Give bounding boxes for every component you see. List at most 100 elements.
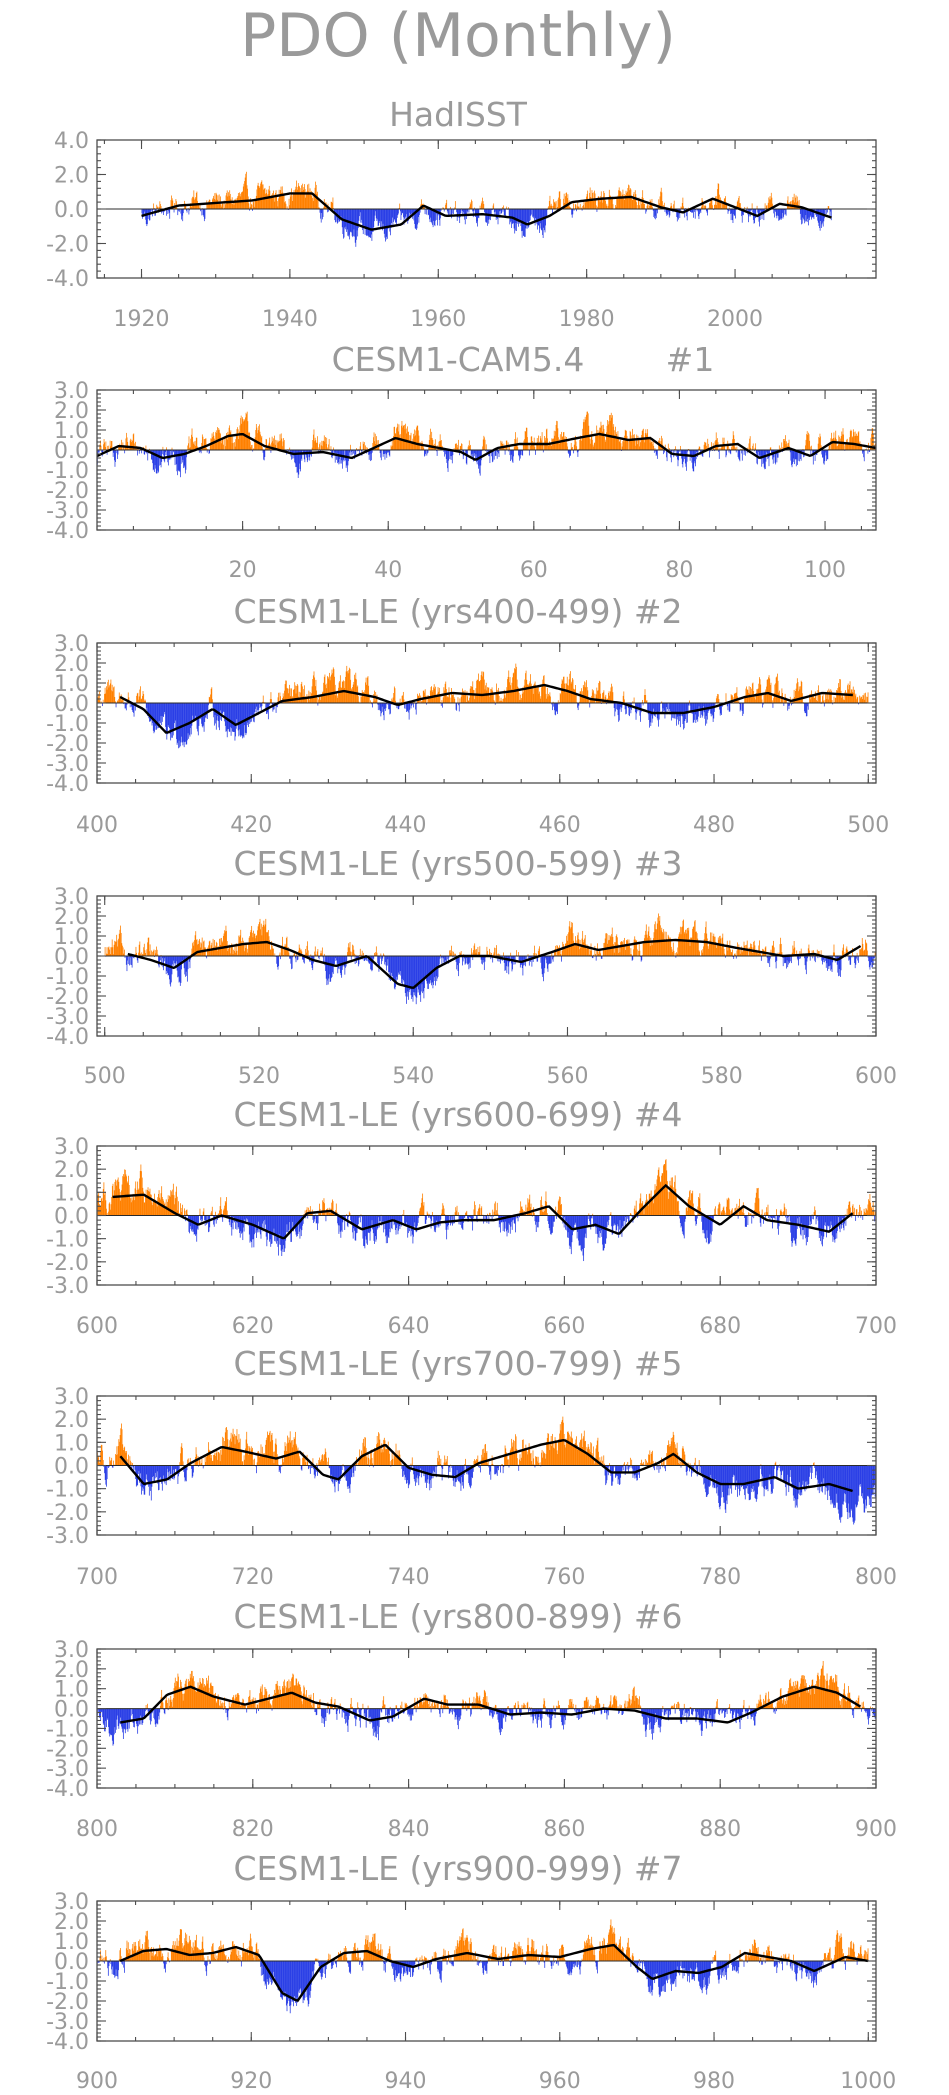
month-bar [394, 956, 396, 990]
month-bar [247, 196, 249, 209]
month-bar [703, 939, 705, 956]
month-bar [590, 943, 592, 956]
month-bar [429, 434, 431, 450]
month-bar [436, 450, 437, 452]
month-bar [645, 924, 647, 956]
month-bar [465, 701, 467, 703]
month-bar [406, 209, 408, 220]
month-bar [863, 450, 865, 458]
month-bar [520, 209, 522, 226]
month-bar [833, 696, 835, 703]
month-bar [473, 945, 475, 956]
month-bar [106, 947, 108, 956]
month-bar [445, 202, 447, 209]
month-bar [732, 209, 734, 224]
month-bar [182, 209, 184, 214]
month-bar [161, 956, 163, 966]
month-bar [717, 438, 718, 450]
month-bar [251, 925, 253, 956]
month-bar [225, 925, 227, 956]
month-bar [419, 693, 420, 703]
month-bar [501, 700, 503, 703]
month-bar [193, 190, 195, 209]
month-bar [136, 693, 138, 703]
month-bar [372, 703, 373, 708]
month-bar [689, 209, 691, 212]
month-bar [612, 197, 613, 209]
month-bar [306, 945, 308, 956]
month-bar [596, 209, 598, 212]
month-bar [308, 956, 310, 958]
month-bar [326, 209, 328, 213]
month-bar [633, 697, 635, 703]
month-bar [529, 956, 531, 958]
month-bar [197, 205, 199, 209]
month-bar [737, 450, 739, 457]
month-bar [296, 450, 298, 473]
month-bar [305, 952, 307, 956]
month-bar [358, 448, 360, 450]
month-bar [732, 431, 734, 450]
month-bar [235, 943, 237, 956]
month-bar [714, 936, 716, 956]
month-bar [567, 446, 568, 450]
month-bar [791, 703, 792, 706]
month-bar [683, 703, 685, 729]
month-bar [365, 445, 366, 450]
month-bar [316, 193, 318, 209]
month-bar [453, 697, 455, 703]
month-bar [154, 950, 156, 956]
month-bar [495, 209, 497, 220]
month-bar [759, 209, 760, 227]
month-bar [449, 950, 451, 956]
month-bar [188, 703, 190, 739]
month-bar [334, 450, 335, 453]
month-bar [387, 703, 389, 705]
month-bar [258, 426, 260, 450]
month-bar [479, 450, 481, 476]
month-bar [556, 206, 558, 209]
month-bar [385, 209, 387, 240]
month-bar [117, 701, 119, 703]
month-bar [599, 427, 601, 450]
month-bar [258, 185, 260, 209]
month-bar [322, 441, 324, 450]
month-bar [340, 450, 342, 456]
month-bar [219, 202, 221, 209]
month-bar [353, 949, 355, 956]
month-bar [691, 703, 693, 711]
month-bar [160, 703, 162, 717]
month-bar [377, 209, 379, 227]
month-bar [316, 442, 318, 450]
month-bar [151, 450, 152, 460]
month-bar [139, 450, 141, 452]
month-bar [538, 209, 540, 226]
month-bar [451, 951, 453, 956]
month-bar [607, 205, 609, 209]
month-bar [498, 209, 500, 216]
month-bar [690, 450, 692, 457]
month-bar [288, 450, 290, 452]
month-bar [190, 206, 192, 209]
month-bar [341, 688, 343, 703]
month-bar [382, 450, 384, 457]
month-bar [618, 438, 619, 450]
month-bar [553, 202, 555, 209]
month-bar [592, 692, 594, 703]
month-bar [754, 450, 755, 452]
month-bar [800, 680, 802, 703]
month-bar [447, 956, 449, 960]
month-bar [462, 956, 464, 962]
month-bar [395, 700, 397, 703]
month-bar [784, 209, 786, 215]
month-bar [380, 703, 382, 717]
month-bar [490, 688, 492, 703]
month-bar [474, 943, 476, 956]
month-bar [618, 703, 620, 721]
month-bar [662, 201, 663, 209]
month-bar [850, 429, 852, 450]
x-tick-label: 440 [385, 813, 427, 838]
month-bar [529, 681, 531, 703]
month-bar [465, 450, 467, 464]
month-bar [715, 698, 717, 703]
